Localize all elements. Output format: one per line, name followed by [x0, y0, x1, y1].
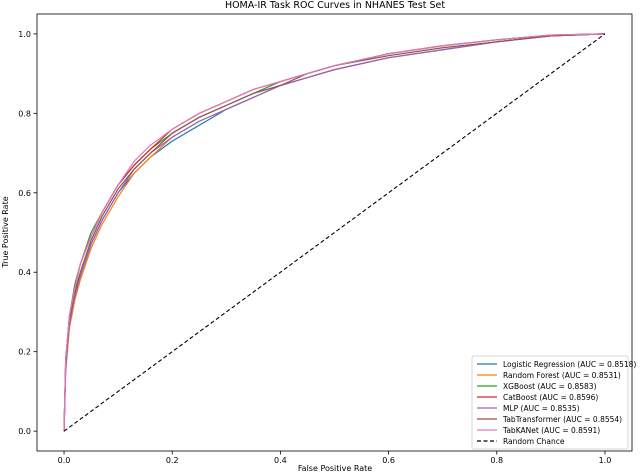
legend: Logistic Regression (AUC = 0.8518) Random…: [471, 355, 636, 450]
y-tick-label: 0.6: [18, 189, 31, 198]
legend-label-6: TabKANet (AUC = 0.8591): [502, 426, 600, 435]
x-axis: 0.0 0.2 0.4 0.6 0.8 1.0: [58, 451, 612, 465]
series-line-4: [63, 33, 605, 432]
plot-frame: [36, 13, 633, 452]
y-tick-label: 1.0: [18, 30, 31, 39]
y-axis: 0.0 0.2 0.4 0.6 0.8 1.0: [18, 30, 37, 436]
series-line-7: [63, 33, 606, 432]
y-tick-label: 0.2: [18, 348, 31, 357]
plot-area: [36, 13, 633, 452]
legend-label-2: XGBoost (AUC = 0.8583): [503, 382, 597, 391]
x-tick-label: 0.6: [382, 456, 395, 465]
legend-label-7: Random Chance: [503, 437, 565, 446]
legend-label-0: Logistic Regression (AUC = 0.8518): [503, 360, 636, 369]
legend-label-3: CatBoost (AUC = 0.8596): [503, 393, 598, 402]
x-tick-label: 0.0: [58, 456, 71, 465]
series-line-6: [63, 33, 605, 432]
y-tick-label: 0.4: [18, 268, 31, 277]
legend-label-5: TabTransformer (AUC = 0.8554): [502, 415, 622, 424]
series-layer: [63, 33, 606, 432]
legend-label-4: MLP (AUC = 0.8535): [503, 404, 580, 413]
legend-frame: [471, 355, 629, 450]
x-tick-label: 0.8: [490, 456, 503, 465]
x-tick-label: 1.0: [599, 456, 612, 465]
x-axis-label: False Positive Rate: [298, 464, 372, 473]
series-line-5: [63, 33, 605, 432]
x-tick-label: 0.2: [166, 456, 179, 465]
x-tick-label: 0.4: [274, 456, 287, 465]
y-tick-label: 0.0: [18, 427, 31, 436]
legend-label-1: Random Forest (AUC = 0.8531): [503, 371, 621, 380]
y-axis-label: True Positive Rate: [1, 196, 10, 268]
y-tick-label: 0.8: [18, 109, 31, 118]
chart-title: HOMA-IR Task ROC Curves in NHANES Test S…: [225, 0, 445, 11]
